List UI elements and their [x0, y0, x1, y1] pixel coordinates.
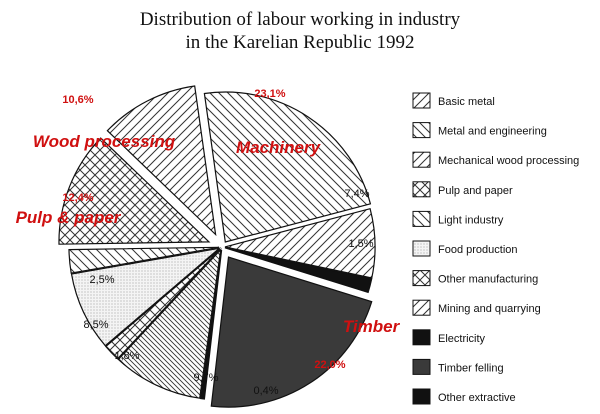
- legend-label-mining-and-quarrying: Mining and quarrying: [438, 303, 541, 315]
- annotation-timber: Timber: [343, 317, 401, 336]
- legend-swatch-metal-and-engineering: [412, 122, 431, 139]
- pie-slices: [58, 85, 376, 408]
- legend-swatch-timber-felling: [412, 358, 431, 375]
- annotation-machinery: Machinery: [236, 138, 322, 157]
- slice-pct-label: 22,0%: [314, 359, 345, 371]
- legend-label-other-manufacturing: Other manufacturing: [438, 274, 538, 286]
- annotation-pulp-paper: Pulp & paper: [16, 208, 122, 227]
- legend: Basic metal Metal and engineering Mechanic…: [412, 92, 579, 405]
- legend-label-mechanical-wood-processing: Mechanical wood processing: [438, 155, 579, 167]
- slice-pct-label: 2,5%: [89, 274, 114, 286]
- slice-pct-label: 10,6%: [62, 94, 93, 106]
- pie-slice-mechanical-wood-processing: [106, 85, 217, 237]
- legend-swatch-pulp-and-paper: [412, 181, 431, 198]
- chart-title-line-1: Distribution of labour working in indust…: [139, 9, 461, 30]
- pie-slice-food-production: [70, 247, 222, 347]
- legend-label-food-production: Food production: [438, 244, 518, 256]
- legend-swatch-food-production: [412, 240, 431, 257]
- annotation-wood-processing: Wood processing: [33, 132, 176, 151]
- legend-label-metal-and-engineering: Metal and engineering: [438, 126, 547, 138]
- slice-pct-label: 23,1%: [254, 88, 285, 100]
- pie-slice-metal-and-engineering: [203, 91, 372, 243]
- percentage-labels: 23,1% 7,4% 1,5% 22,0% 0,4% 9,7% 1,8% 8,5% 2,5% 12…: [62, 88, 373, 397]
- slice-pct-label: 9,7%: [193, 372, 218, 384]
- legend-label-other-extractive: Other extractive: [438, 392, 516, 404]
- legend-swatch-mechanical-wood-processing: [412, 151, 431, 168]
- legend-swatch-basic-metal: [412, 92, 431, 109]
- slice-pct-label: 1,5%: [348, 238, 373, 250]
- legend-label-timber-felling: Timber felling: [438, 362, 504, 374]
- pie-slice-mining-and-quarrying: [224, 207, 376, 279]
- chart-title: Distribution of labour working in indust…: [0, 8, 600, 54]
- legend-swatch-light-industry: [412, 210, 431, 227]
- pie-slice-timber-felling: [210, 256, 373, 408]
- chart-title-line-2: in the Karelian Republic 1992: [185, 32, 415, 53]
- slice-pct-label: 8,5%: [83, 319, 108, 331]
- legend-swatch-other-manufacturing: [412, 270, 431, 287]
- pie-slice-other-manufacturing: [104, 248, 221, 360]
- legend-swatch-other-extractive: [412, 388, 431, 405]
- legend-label-pulp-and-paper: Pulp and paper: [438, 185, 513, 197]
- pie-slice-electricity: [199, 249, 223, 400]
- slice-pct-label: 1,8%: [114, 350, 139, 362]
- pie-slice-light-industry: [68, 246, 220, 274]
- annotations: Wood processing Machinery Pulp & paper Timb…: [16, 132, 401, 336]
- legend-label-basic-metal: Basic metal: [438, 96, 495, 108]
- pie-slice-pulp-and-paper: [58, 137, 211, 245]
- pie-slice-light-industry: [117, 247, 222, 399]
- legend-label-light-industry: Light industry: [438, 214, 504, 226]
- pie-slice-other-extractive: [224, 247, 373, 294]
- slice-pct-label: 12,4%: [62, 192, 93, 204]
- legend-swatch-electricity: [412, 329, 431, 346]
- legend-swatch-mining-and-quarrying: [412, 299, 431, 316]
- slice-pct-label: 7,4%: [344, 188, 369, 200]
- slice-pct-label: 0,4%: [253, 385, 278, 397]
- legend-label-electricity: Electricity: [438, 333, 486, 345]
